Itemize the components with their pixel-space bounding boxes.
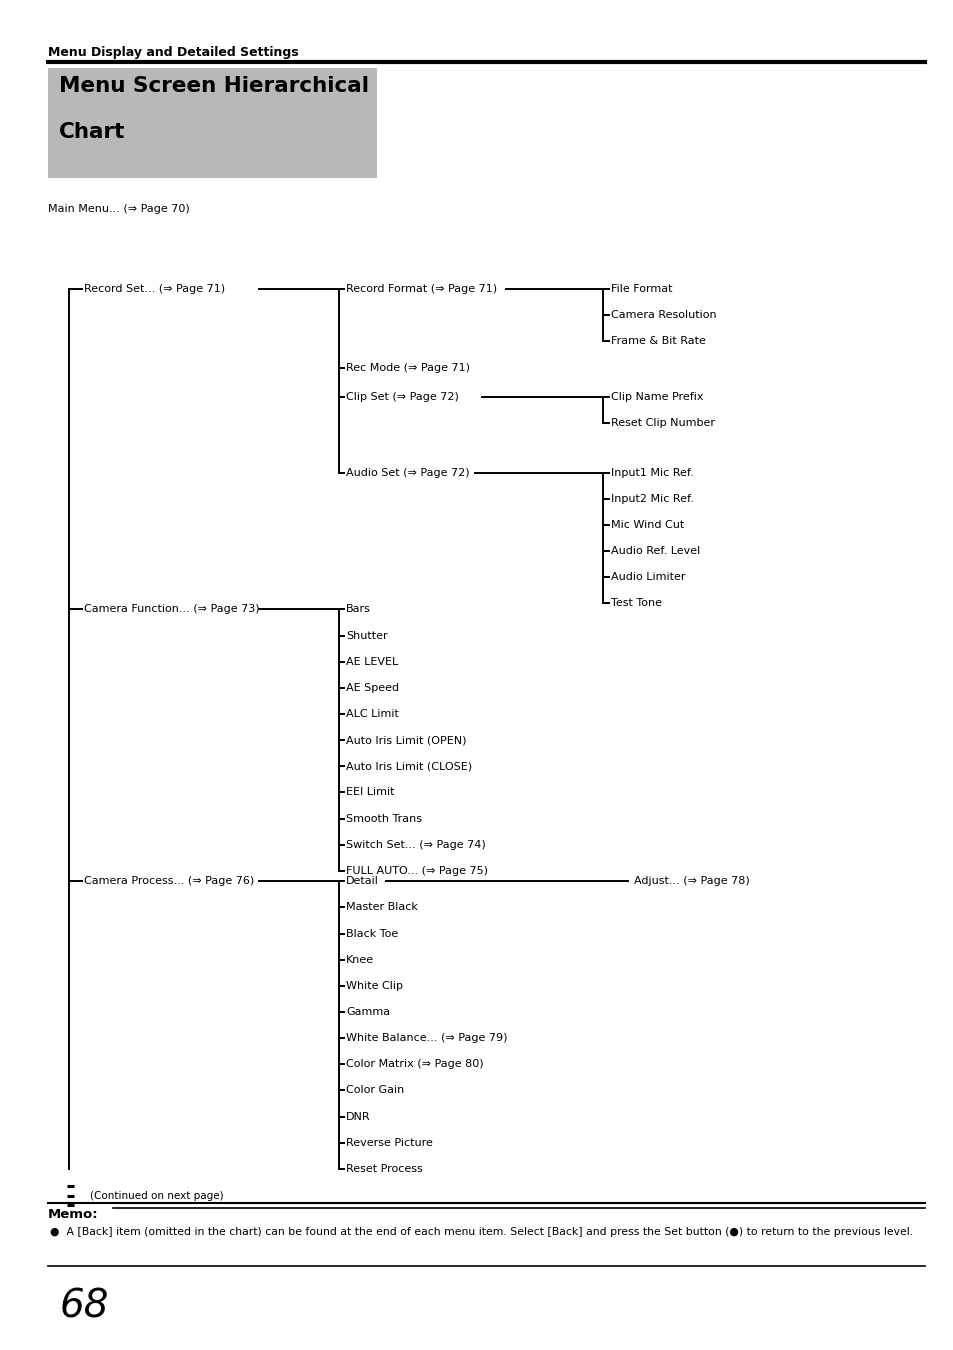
Text: Shutter: Shutter <box>346 630 388 641</box>
Text: Mic Wind Cut: Mic Wind Cut <box>610 520 683 529</box>
Text: Knee: Knee <box>346 954 374 965</box>
Text: Master Black: Master Black <box>346 902 417 913</box>
Text: ALC Limit: ALC Limit <box>346 709 398 720</box>
Text: (Continued on next page): (Continued on next page) <box>90 1191 223 1202</box>
Text: Menu Display and Detailed Settings: Menu Display and Detailed Settings <box>48 46 298 59</box>
Text: Camera Resolution: Camera Resolution <box>610 309 716 320</box>
Text: Reverse Picture: Reverse Picture <box>346 1138 433 1148</box>
Text: Camera Function... (⇒ Page 73): Camera Function... (⇒ Page 73) <box>84 605 259 614</box>
Text: Main Menu... (⇒ Page 70): Main Menu... (⇒ Page 70) <box>48 204 190 213</box>
Text: Record Set... (⇒ Page 71): Record Set... (⇒ Page 71) <box>84 284 225 293</box>
Text: Audio Set (⇒ Page 72): Audio Set (⇒ Page 72) <box>346 467 470 478</box>
Text: Color Matrix (⇒ Page 80): Color Matrix (⇒ Page 80) <box>346 1060 483 1069</box>
Text: Input1 Mic Ref.: Input1 Mic Ref. <box>610 467 693 478</box>
Text: Gamma: Gamma <box>346 1007 390 1017</box>
Text: White Balance... (⇒ Page 79): White Balance... (⇒ Page 79) <box>346 1033 507 1044</box>
Text: Black Toe: Black Toe <box>346 929 398 938</box>
Text: Detail: Detail <box>346 876 378 887</box>
Text: AE Speed: AE Speed <box>346 683 399 693</box>
Text: Color Gain: Color Gain <box>346 1085 404 1095</box>
Text: Audio Ref. Level: Audio Ref. Level <box>610 545 700 556</box>
Text: 68: 68 <box>59 1288 109 1326</box>
Text: White Clip: White Clip <box>346 981 403 991</box>
Text: Test Tone: Test Tone <box>610 598 660 609</box>
Text: Clip Set (⇒ Page 72): Clip Set (⇒ Page 72) <box>346 393 458 402</box>
FancyBboxPatch shape <box>48 68 376 178</box>
Text: DNR: DNR <box>346 1111 371 1122</box>
Text: Bars: Bars <box>346 605 371 614</box>
Text: Switch Set... (⇒ Page 74): Switch Set... (⇒ Page 74) <box>346 840 485 849</box>
Text: Memo:: Memo: <box>48 1208 98 1222</box>
Text: ●  A [Back] item (omitted in the chart) can be found at the end of each menu ite: ● A [Back] item (omitted in the chart) c… <box>50 1227 912 1237</box>
Text: Adjust... (⇒ Page 78): Adjust... (⇒ Page 78) <box>634 876 749 887</box>
Text: Auto Iris Limit (OPEN): Auto Iris Limit (OPEN) <box>346 736 466 745</box>
Text: EEI Limit: EEI Limit <box>346 787 395 798</box>
Text: Reset Process: Reset Process <box>346 1164 422 1174</box>
Text: Record Format (⇒ Page 71): Record Format (⇒ Page 71) <box>346 284 497 293</box>
Text: FULL AUTO... (⇒ Page 75): FULL AUTO... (⇒ Page 75) <box>346 865 488 876</box>
Text: Auto Iris Limit (CLOSE): Auto Iris Limit (CLOSE) <box>346 761 472 771</box>
Text: Frame & Bit Rate: Frame & Bit Rate <box>610 336 704 346</box>
Text: File Format: File Format <box>610 284 671 293</box>
Text: Menu Screen Hierarchical: Menu Screen Hierarchical <box>59 76 369 96</box>
Text: Reset Clip Number: Reset Clip Number <box>610 418 714 428</box>
Text: Rec Mode (⇒ Page 71): Rec Mode (⇒ Page 71) <box>346 363 470 373</box>
Text: Smooth Trans: Smooth Trans <box>346 814 422 824</box>
Text: Camera Process... (⇒ Page 76): Camera Process... (⇒ Page 76) <box>84 876 253 887</box>
Text: Chart: Chart <box>59 122 126 142</box>
Text: Audio Limiter: Audio Limiter <box>610 572 684 582</box>
Text: Clip Name Prefix: Clip Name Prefix <box>610 393 702 402</box>
Text: AE LEVEL: AE LEVEL <box>346 656 398 667</box>
Text: Input2 Mic Ref.: Input2 Mic Ref. <box>610 494 693 504</box>
